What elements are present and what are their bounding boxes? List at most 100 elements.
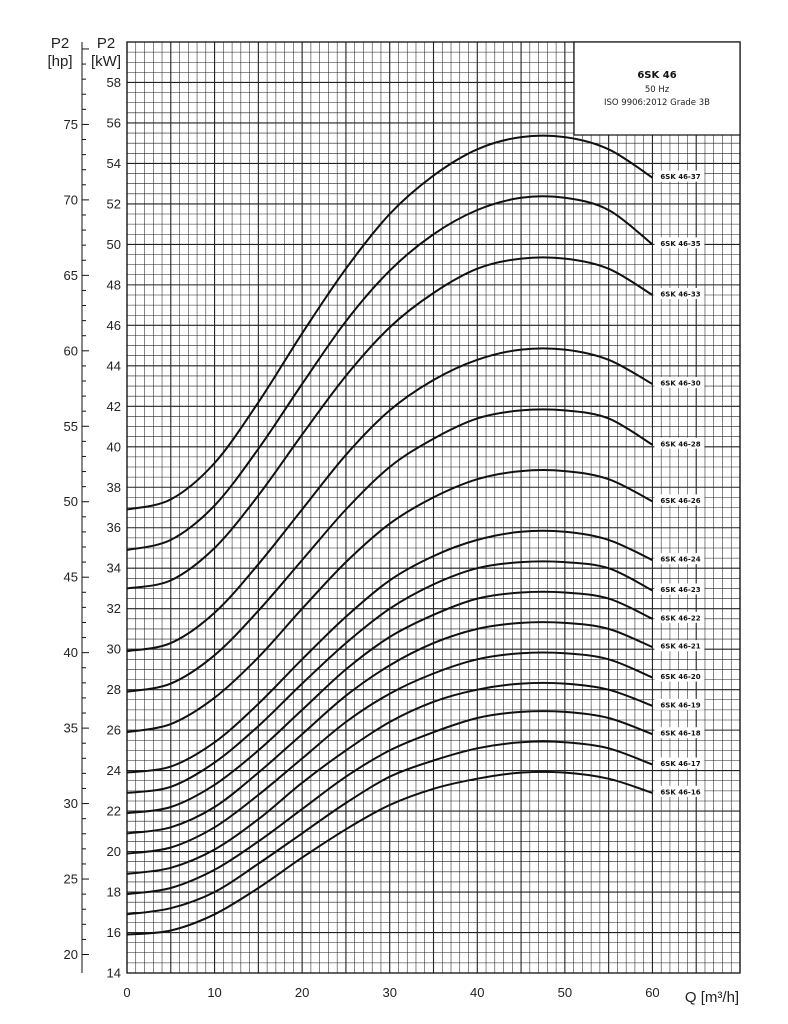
curve-label: 6SK 46-30: [660, 380, 700, 388]
hp-tick-label: 25: [64, 872, 78, 887]
kw-tick-label: 36: [107, 520, 121, 535]
curve-label: 6SK 46-22: [660, 614, 700, 622]
curve-label-bg: [654, 727, 705, 739]
hp-tick-label: 55: [64, 419, 78, 434]
curve-label-bg: [654, 757, 705, 769]
curve-label: 6SK 46-17: [660, 760, 700, 768]
kw-tick-label: 20: [107, 844, 121, 859]
curve-6sk-46-22: [126, 590, 653, 815]
curve-label-bg: [654, 583, 705, 595]
kw-tick-label: 28: [107, 682, 121, 697]
x-tick-label: 40: [470, 985, 484, 1000]
curve-6sk-46-20: [126, 651, 653, 855]
x-tick-label: 50: [558, 985, 572, 1000]
curve-label-bg: [654, 377, 705, 389]
kw-tick-label: 40: [107, 439, 121, 454]
curve-label: 6SK 46-28: [660, 440, 700, 448]
curve-6sk-46-16: [126, 770, 653, 936]
hp-tick-label: 20: [64, 947, 78, 962]
kw-tick-label: 16: [107, 925, 121, 940]
hp-axis-unit: [hp]: [47, 53, 72, 70]
kw-tick-label: 30: [107, 642, 121, 657]
curve-label: 6SK 46-23: [660, 586, 700, 594]
kw-tick-label: 38: [107, 480, 121, 495]
plot-frame: [126, 41, 741, 974]
kw-tick-label: 54: [107, 156, 121, 171]
info-box-frame: [573, 41, 741, 136]
curve-6sk-46-17: [126, 740, 653, 916]
curve-label: 6SK 46-33: [660, 290, 700, 298]
curve-6sk-46-30: [126, 347, 653, 653]
info-box-frequency: 50 Hz: [645, 85, 670, 95]
curve-label-bg: [654, 698, 705, 710]
curve-label: 6SK 46-19: [660, 701, 700, 709]
curve-label: 6SK 46-21: [660, 643, 700, 651]
curve-label-bg: [654, 437, 705, 449]
curve-label-bg: [654, 670, 705, 682]
curve-6sk-46-23: [126, 560, 653, 794]
x-tick-label: 30: [382, 985, 396, 1000]
curve-label-bg: [654, 237, 705, 249]
kw-axis-unit: [kW]: [91, 53, 121, 70]
info-box-title: 6SK 46: [637, 70, 676, 81]
curve-label-bg: [654, 287, 705, 299]
hp-tick-label: 30: [64, 796, 78, 811]
info-box: 6SK 46 50 Hz ISO 9906:2012 Grade 3B: [573, 41, 741, 136]
curve-label-bg: [654, 785, 705, 797]
x-tick-label: 20: [295, 985, 309, 1000]
hp-axis-title: P2: [51, 35, 69, 52]
curve-6sk-46-26: [126, 469, 653, 734]
chart-grid: [126, 41, 741, 974]
curve-label-group: 6SK 46-37 6SK 46-35 6SK 46-33 6SK 46-30 6SK …: [654, 170, 705, 797]
curve-label: 6SK 46-18: [660, 730, 700, 738]
curve-6sk-46-19: [126, 681, 653, 875]
curve-label: 6SK 46-35: [660, 240, 700, 248]
curve-6sk-46-35: [126, 195, 654, 551]
hp-tick-label: 40: [64, 645, 78, 660]
hp-tick-label: 50: [64, 494, 78, 509]
info-box-standard: ISO 9906:2012 Grade 3B: [604, 98, 710, 108]
curve-label-bg: [654, 170, 705, 182]
kw-tick-label: 50: [107, 237, 121, 252]
curve-6sk-46-21: [126, 621, 653, 835]
x-axis-title: Q [m³/h]: [685, 989, 739, 1006]
hp-tick-label: 35: [64, 721, 78, 736]
curve-label: 6SK 46-16: [660, 788, 700, 796]
axes-group: 14 16 18 20 22 24 26 28 30 32 34 36 38 40 42 44 46 48 50 52…: [64, 41, 741, 1000]
hp-tick-label: 65: [64, 268, 78, 283]
curve-label-bg: [654, 611, 705, 623]
hp-tick-label: 60: [64, 343, 78, 358]
kw-tick-label: 44: [107, 358, 121, 373]
curve-6sk-46-33: [126, 256, 653, 590]
kw-tick-label: 52: [107, 196, 121, 211]
kw-tick-label: 26: [107, 723, 121, 738]
kw-tick-label: 18: [107, 885, 121, 900]
curve-6sk-46-18: [126, 710, 653, 896]
curve-group: [126, 134, 654, 936]
curve-label-bg: [654, 640, 705, 652]
hp-tick-label: 70: [64, 192, 78, 207]
curve-label: 6SK 46-37: [660, 173, 700, 181]
curve-6sk-46-24: [126, 529, 653, 774]
kw-tick-label: 14: [107, 966, 121, 981]
kw-tick-label: 42: [107, 399, 121, 414]
hp-tick-label: 45: [64, 570, 78, 585]
kw-tick-label: 22: [107, 804, 121, 819]
kw-tick-label: 24: [107, 763, 121, 778]
x-tick-label: 10: [207, 985, 221, 1000]
kw-tick-label: 56: [107, 115, 121, 130]
curve-label: 6SK 46-24: [660, 556, 700, 564]
curve-label: 6SK 46-20: [660, 673, 700, 681]
x-tick-label: 60: [645, 985, 659, 1000]
kw-axis-title: P2: [97, 35, 115, 52]
hp-tick-label: 75: [64, 117, 78, 132]
kw-tick-label: 48: [107, 277, 121, 292]
curve-label: 6SK 46-26: [660, 497, 700, 505]
kw-tick-label: 58: [107, 75, 121, 90]
x-tick-label: 0: [123, 985, 130, 1000]
curve-label-bg: [654, 494, 705, 506]
kw-tick-label: 32: [107, 601, 121, 616]
curve-6sk-46-37: [126, 134, 653, 511]
kw-tick-label: 46: [107, 318, 121, 333]
